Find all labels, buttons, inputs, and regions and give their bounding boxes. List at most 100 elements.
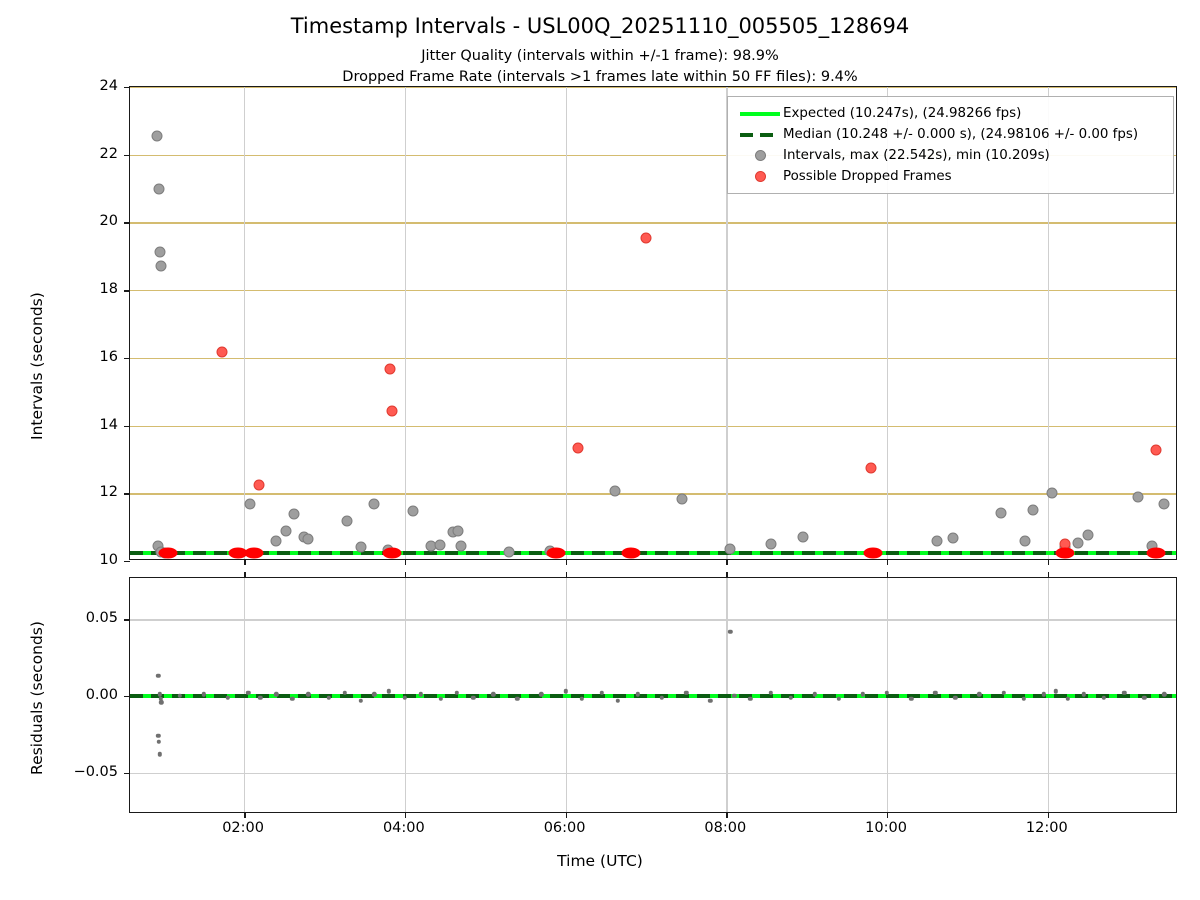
data-point-residual bbox=[732, 693, 737, 699]
data-point-interval bbox=[995, 507, 1007, 519]
data-point-residual bbox=[159, 699, 164, 705]
data-point-residual bbox=[860, 692, 866, 697]
x-tick-mark bbox=[887, 812, 889, 818]
chart-title: Timestamp Intervals - USL00Q_20251110_00… bbox=[290, 14, 910, 38]
legend-entry[interactable]: Intervals, max (22.542s), min (10.209s) bbox=[737, 145, 1164, 166]
data-point-dropped-frame bbox=[640, 232, 652, 244]
x-axis-label: Time (UTC) bbox=[557, 852, 643, 870]
data-point-residual bbox=[563, 689, 568, 694]
data-point-interval bbox=[503, 546, 515, 558]
data-point-dropped-frame bbox=[1150, 444, 1162, 456]
data-point-residual bbox=[539, 692, 544, 697]
data-point-residual bbox=[1142, 695, 1147, 700]
data-point-residual bbox=[748, 696, 753, 702]
legend-entry[interactable]: Expected (10.247s), (24.98266 fps) bbox=[737, 103, 1164, 124]
y-tick-mark bbox=[124, 222, 130, 224]
y-tick-mark bbox=[124, 87, 130, 89]
x-tick-label: 06:00 bbox=[543, 820, 586, 836]
data-point-residual bbox=[1001, 690, 1006, 696]
data-point-interval bbox=[797, 531, 809, 543]
data-point-residual bbox=[1053, 689, 1059, 694]
residuals-plot-area bbox=[130, 578, 1176, 812]
x-tick-label: 02:00 bbox=[222, 820, 265, 836]
legend-label: Median (10.248 +/- 0.000 s), (24.98106 +… bbox=[783, 127, 1139, 142]
data-point-residual bbox=[155, 673, 161, 679]
legend-label: Intervals, max (22.542s), min (10.209s) bbox=[783, 148, 1050, 163]
data-point-interval bbox=[1019, 535, 1031, 547]
data-point-residual bbox=[683, 690, 689, 696]
data-point-residual bbox=[386, 689, 391, 694]
gridline-horizontal bbox=[130, 290, 1176, 292]
data-point-residual bbox=[201, 692, 207, 697]
data-point-dropped-frame-cluster bbox=[621, 547, 641, 559]
data-point-residual bbox=[155, 733, 161, 739]
y-tick-mark bbox=[124, 154, 130, 157]
y-tick-label: 22 bbox=[99, 145, 118, 162]
data-point-residual bbox=[274, 692, 279, 697]
data-point-residual bbox=[1081, 692, 1087, 697]
x-tick-mark bbox=[887, 572, 889, 578]
data-point-dropped-frame bbox=[216, 346, 228, 358]
data-point-residual bbox=[635, 692, 641, 697]
x-tick-mark bbox=[887, 559, 889, 565]
data-point-residual bbox=[402, 695, 408, 700]
intervals-plot-area bbox=[130, 87, 1176, 559]
data-point-dropped-frame bbox=[865, 462, 877, 474]
gridline-horizontal bbox=[130, 772, 1176, 774]
gridline-vertical bbox=[1047, 87, 1050, 559]
y-tick-label: 20 bbox=[99, 213, 118, 230]
data-point-interval bbox=[609, 485, 621, 497]
x-tick-label: 10:00 bbox=[865, 820, 907, 836]
data-point-interval bbox=[270, 535, 282, 547]
data-point-interval bbox=[1072, 537, 1084, 549]
data-point-residual bbox=[812, 692, 817, 697]
data-point-residual bbox=[157, 752, 162, 757]
data-point-dropped-frame bbox=[572, 442, 584, 454]
red-dot-icon bbox=[737, 171, 783, 182]
y-tick-label: 14 bbox=[99, 416, 118, 433]
data-point-residual bbox=[342, 690, 347, 696]
data-point-residual bbox=[908, 696, 914, 702]
data-point-interval bbox=[931, 535, 943, 547]
gridline-vertical bbox=[887, 87, 889, 559]
y-tick-mark bbox=[124, 493, 130, 495]
data-point-residual bbox=[1065, 696, 1071, 702]
data-point-interval bbox=[765, 538, 777, 550]
x-tick-mark bbox=[1047, 812, 1050, 818]
chart-legend[interactable]: Expected (10.247s), (24.98266 fps) Median… bbox=[727, 96, 1174, 194]
gridline-vertical bbox=[565, 87, 567, 559]
legend-entry[interactable]: Median (10.248 +/- 0.000 s), (24.98106 +… bbox=[737, 124, 1164, 145]
y-tick-mark bbox=[124, 696, 130, 698]
data-point-dropped-frame-cluster bbox=[863, 547, 883, 559]
data-point-residual bbox=[615, 698, 621, 703]
x-tick-mark bbox=[244, 559, 246, 565]
data-point-residual bbox=[1041, 692, 1046, 697]
data-point-dropped-frame bbox=[253, 479, 265, 491]
data-point-residual bbox=[977, 692, 982, 697]
legend-entry[interactable]: Possible Dropped Frames bbox=[737, 166, 1164, 187]
x-tick-mark bbox=[1047, 559, 1050, 565]
y-tick-label: 12 bbox=[99, 484, 118, 501]
data-point-residual bbox=[418, 692, 424, 697]
gridline-vertical bbox=[244, 87, 246, 559]
x-tick-mark bbox=[726, 812, 728, 818]
data-point-dropped-frame-cluster bbox=[228, 547, 248, 559]
x-tick-mark bbox=[726, 572, 728, 578]
data-point-residual bbox=[358, 698, 363, 703]
y-tick-label: 16 bbox=[99, 348, 118, 365]
gridline-horizontal bbox=[130, 357, 1176, 360]
data-point-residual bbox=[768, 690, 773, 696]
gridline-horizontal bbox=[130, 222, 1176, 224]
y-tick-label: 0.00 bbox=[85, 687, 118, 703]
data-point-interval bbox=[947, 532, 959, 544]
data-point-interval bbox=[155, 260, 167, 272]
chart-subtitle-jitter-quality: Jitter Quality (intervals within +/-1 fr… bbox=[421, 48, 779, 64]
data-point-interval bbox=[154, 246, 166, 258]
data-point-interval bbox=[434, 539, 446, 551]
y-tick-mark bbox=[124, 425, 130, 427]
chart-subtitle-dropped-frame-rate: Dropped Frame Rate (intervals >1 frames … bbox=[342, 69, 858, 85]
y-tick-label: 10 bbox=[99, 552, 118, 568]
data-point-residual bbox=[599, 690, 604, 696]
data-point-residual bbox=[177, 693, 183, 699]
data-point-residual bbox=[579, 696, 584, 702]
